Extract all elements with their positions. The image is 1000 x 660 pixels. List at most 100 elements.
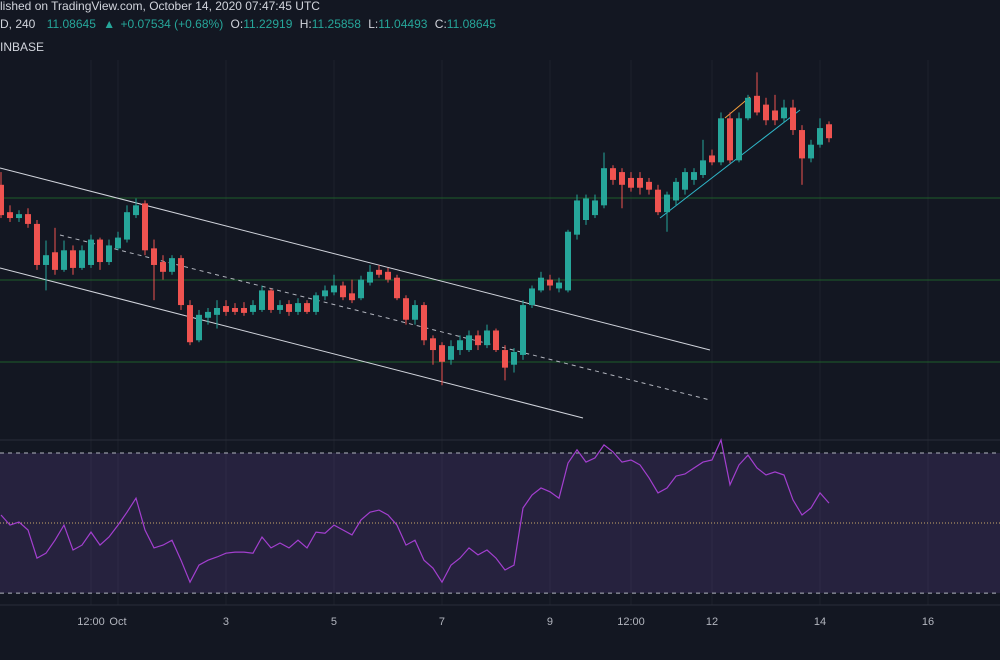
candle-body <box>294 303 301 312</box>
candle-body <box>546 279 553 286</box>
candle-body <box>636 177 643 188</box>
candle-body <box>393 277 400 299</box>
candle-body <box>573 200 580 235</box>
low-value: 11.04493 <box>378 17 427 31</box>
channel-line <box>0 267 584 419</box>
candle-body <box>96 239 103 263</box>
candle-body <box>681 172 688 190</box>
candle-body <box>753 95 760 113</box>
candle-body <box>312 295 319 312</box>
candle-body <box>168 258 175 272</box>
candle-body <box>789 107 796 131</box>
candle-body <box>366 271 373 283</box>
candle-body <box>438 345 445 362</box>
candle-body <box>141 203 148 251</box>
candle-body <box>222 306 229 312</box>
candle-body <box>708 155 715 163</box>
candle-body <box>87 239 94 265</box>
x-tick-label: 3 <box>223 616 229 628</box>
candle-body <box>483 330 490 346</box>
candle-body <box>69 250 76 268</box>
change: +0.07534 (+0.68%) <box>120 17 223 31</box>
candle-body <box>420 305 427 341</box>
candle-body <box>24 214 31 224</box>
candle-body <box>123 212 130 240</box>
candle-body <box>528 288 535 306</box>
open-value: 11.22919 <box>243 17 292 31</box>
candle-body <box>510 352 517 365</box>
candle-body <box>429 338 436 351</box>
candle-body <box>240 308 247 313</box>
candle-body <box>717 118 724 163</box>
candle-body <box>564 231 571 291</box>
interval: D, 240 <box>0 17 36 31</box>
candle-body <box>51 252 58 270</box>
candle-body <box>762 104 769 121</box>
legend-line: D, 240 11.08645 ▲ +0.07534 (+0.68%) O:11… <box>0 17 496 31</box>
candle-body <box>780 107 787 119</box>
candle-body <box>654 189 661 213</box>
candle-body <box>537 277 544 291</box>
x-tick-label: 12:00 <box>77 616 105 628</box>
low-label: L: <box>368 17 378 31</box>
channel-line <box>0 167 711 351</box>
high-value: 11.25858 <box>312 17 361 31</box>
candle-body <box>474 335 481 346</box>
candle-body <box>591 200 598 216</box>
candle-body <box>285 304 292 312</box>
candle-body <box>132 205 139 216</box>
candle-body <box>411 305 418 320</box>
last-price: 11.08645 <box>47 17 96 31</box>
candle-body <box>0 184 4 216</box>
candle-body <box>303 303 310 312</box>
candle-body <box>456 340 463 351</box>
rsi-band <box>0 452 1000 594</box>
candle-body <box>645 181 652 190</box>
open-label: O: <box>231 17 244 31</box>
candle-body <box>582 198 589 220</box>
x-tick-label: 16 <box>922 616 934 628</box>
candle-body <box>195 314 202 341</box>
candle-body <box>267 290 274 310</box>
rsi-line <box>0 438 830 584</box>
candle-body <box>249 305 256 312</box>
candle-body <box>672 181 679 201</box>
candle-body <box>402 298 409 320</box>
candle-body <box>555 282 562 289</box>
candle-body <box>78 250 85 268</box>
candle-body <box>663 194 670 213</box>
candle-body <box>384 271 391 280</box>
x-tick-label: Oct <box>109 616 126 628</box>
x-tick-label: 14 <box>814 616 826 628</box>
candle-body <box>501 350 508 368</box>
candle-body <box>726 118 733 161</box>
candle-body <box>33 223 40 265</box>
candle-body <box>618 172 625 185</box>
candle-body <box>447 346 454 360</box>
candle-body <box>609 168 616 180</box>
x-tick-label: 12:00 <box>617 616 645 628</box>
candle-body <box>42 255 49 265</box>
candle-body <box>105 245 112 263</box>
candle-body <box>258 290 265 310</box>
candle-body <box>627 177 634 188</box>
marks <box>0 72 1000 594</box>
close-label: C: <box>435 17 447 31</box>
candle-body <box>204 311 211 318</box>
candle-body <box>816 128 823 145</box>
trend-line <box>659 109 801 219</box>
candle-body <box>213 308 220 315</box>
candle-body <box>348 293 355 301</box>
candle-body <box>798 130 805 159</box>
candle-body <box>492 330 499 351</box>
candle-body <box>15 214 22 219</box>
candle-body <box>231 308 238 312</box>
candle-body <box>357 279 364 299</box>
candle-body <box>771 110 778 121</box>
candle-body <box>825 124 832 139</box>
candle-body <box>339 285 346 298</box>
candle-body <box>150 248 157 265</box>
